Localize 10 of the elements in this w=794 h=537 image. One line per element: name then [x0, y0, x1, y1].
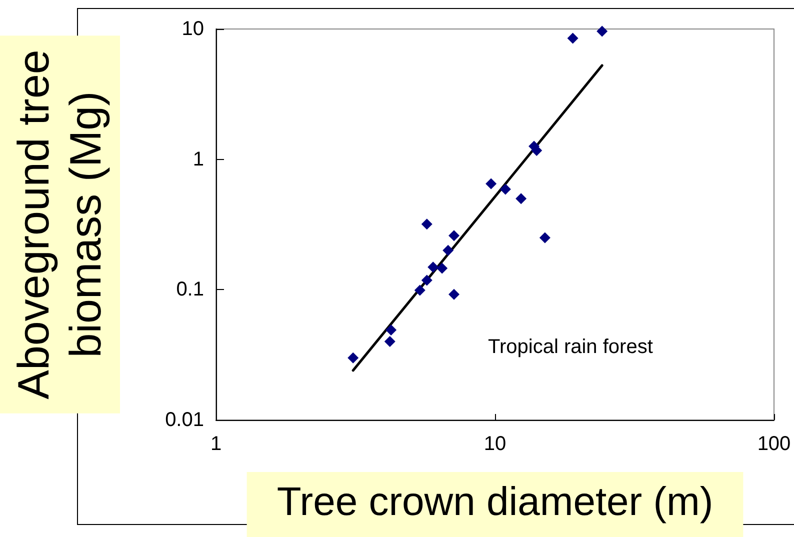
y-tick-label: 0.01 — [165, 409, 204, 431]
x-tick-label: 1 — [210, 433, 222, 455]
x-tick-label: 100 — [757, 433, 791, 455]
y-tick-label: 1 — [192, 148, 204, 170]
y-tick-label: 0.1 — [176, 278, 204, 301]
y-tick-label: 10 — [182, 18, 204, 40]
annotation: Tropical rain forest — [488, 336, 654, 358]
y-axis-title: Aboveground tree biomass (Mg) — [10, 50, 110, 400]
x-axis-title: Tree crown diameter (m) — [276, 480, 714, 524]
x-tick-label: 10 — [484, 433, 506, 455]
